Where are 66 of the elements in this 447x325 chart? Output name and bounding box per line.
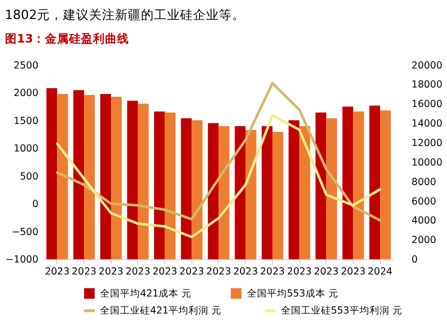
x-tick-label: 2023 (260, 266, 285, 278)
legend-label: 全国平均553成本 元 (246, 287, 338, 300)
bar (342, 106, 354, 260)
x-tick-label: 2023 (340, 266, 366, 278)
text: 1802元，建议关注新疆的工业硅企业等。 (4, 7, 245, 22)
chart-title: 图13：金属硅盈利曲线 (4, 32, 130, 46)
bar (154, 112, 165, 260)
legend-label: 全国平均421成本 元 (100, 287, 192, 300)
x-tick-label: 2023 (126, 266, 150, 278)
y2-tick-label: 0 (412, 254, 418, 266)
bar (380, 110, 391, 260)
x-tick-label: 2023 (233, 266, 258, 278)
bar (127, 100, 138, 260)
y2-tick-label: 10000 (412, 157, 442, 168)
y-tick-label: 2000 (14, 88, 38, 100)
y2-tick-label: 4000 (412, 216, 436, 227)
y-tick-label: 1500 (14, 116, 38, 127)
legend-label: 全国工业硅553平均利润 元 (280, 304, 402, 317)
y-tick-label: 0 (32, 199, 38, 210)
bar (73, 90, 84, 260)
x-tick-label: 2023 (98, 266, 124, 278)
bar (100, 94, 112, 260)
y-tick-label: 500 (20, 171, 38, 182)
x-tick-label: 2023 (72, 266, 96, 278)
x-tick-label: 2023 (179, 266, 204, 278)
x-tick-label: 2023 (287, 266, 312, 278)
y2-tick-label: 16000 (412, 99, 442, 110)
bar (57, 94, 68, 260)
x-tick-label: 2023 (152, 266, 178, 278)
y-tick-label: 1000 (14, 144, 38, 155)
bar (180, 118, 192, 260)
bar (192, 120, 202, 260)
y-tick-label: 2500 (14, 60, 38, 72)
bar (208, 123, 219, 260)
bar (326, 118, 338, 260)
y2-tick-label: 6000 (412, 196, 436, 208)
line-series (56, 114, 382, 238)
y2-tick-label: 18000 (412, 80, 442, 91)
x-tick-label: 2023 (44, 266, 70, 278)
bar (288, 120, 300, 260)
bar (299, 126, 310, 260)
bar (353, 112, 364, 260)
y2-tick-label: 14000 (412, 118, 442, 130)
bar (316, 112, 326, 260)
line-series (56, 82, 382, 222)
bar (369, 106, 380, 260)
bar (164, 112, 176, 260)
bar (218, 126, 230, 260)
x-tick-label: 2024 (368, 266, 392, 278)
legend-label: 全国工业硅421平均利润 元 (100, 304, 222, 317)
bar (262, 126, 272, 260)
x-tick-label: 2023 (314, 266, 339, 278)
bar (246, 130, 256, 260)
y2-tick-label: 8000 (412, 176, 436, 188)
x-tick-label: 2023 (206, 266, 231, 278)
bar (138, 104, 149, 260)
bar (46, 88, 58, 260)
y-tick-label: −1000 (6, 254, 38, 266)
y2-tick-label: 2000 (412, 235, 436, 246)
bar (234, 126, 246, 260)
bar (84, 94, 95, 260)
y2-tick-label: 12000 (412, 138, 442, 149)
y2-tick-label: 20000 (412, 60, 442, 72)
bar (272, 132, 284, 260)
y-tick-label: −500 (12, 226, 38, 238)
bar (111, 96, 122, 260)
